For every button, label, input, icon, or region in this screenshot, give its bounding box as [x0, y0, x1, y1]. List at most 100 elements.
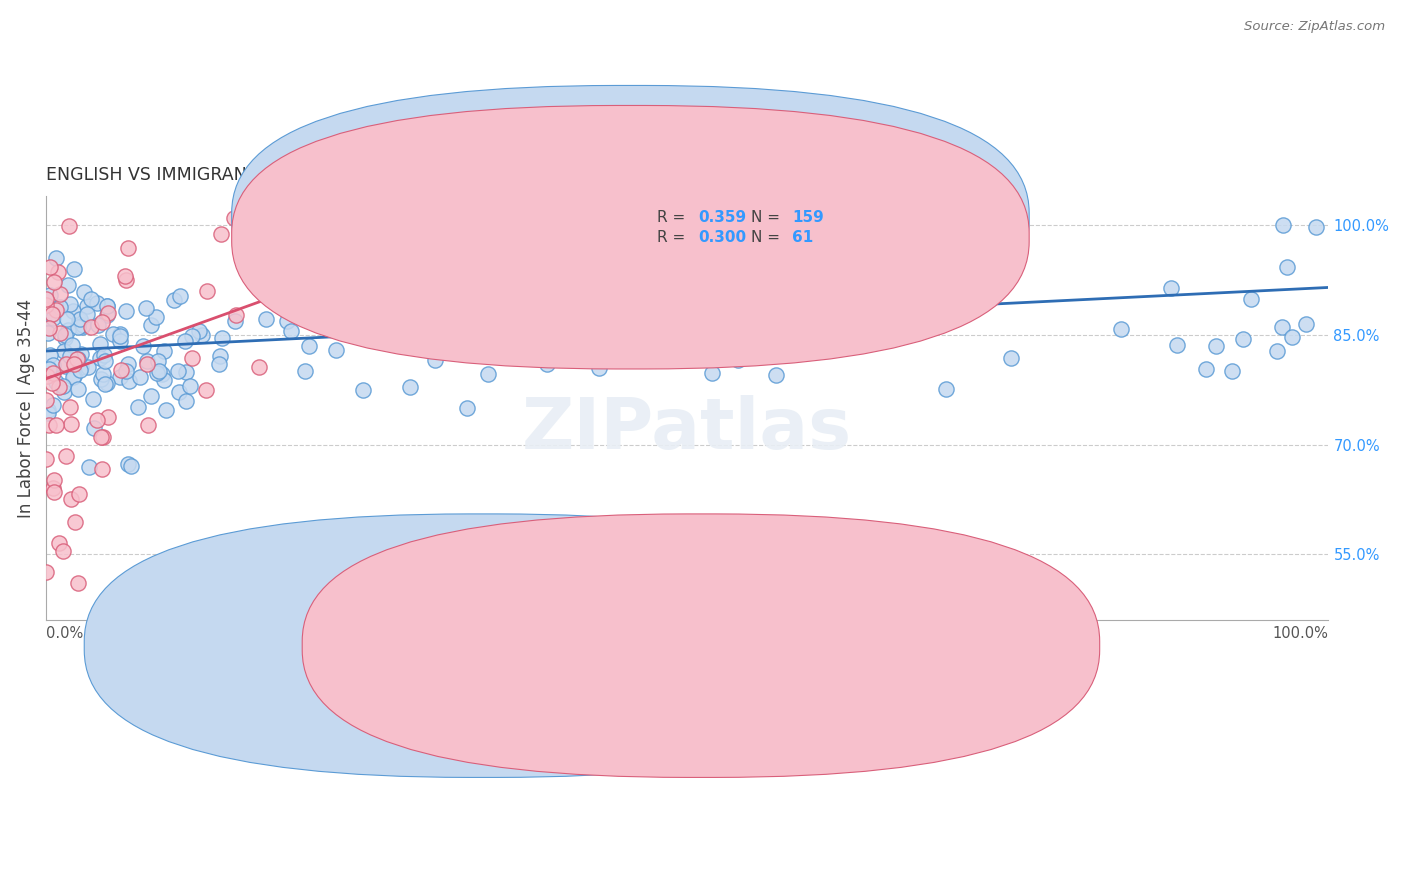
Point [1232, 332, 1254, 346]
Point [375, 211, 398, 225]
Point [600, 314, 623, 328]
Point [37, 310, 59, 325]
Point [155, 403, 177, 417]
Point [117, 457, 139, 471]
Point [716, 351, 738, 365]
Point [60, 492, 83, 507]
Point [1166, 338, 1188, 352]
Point [83, 421, 105, 435]
Point [48, 536, 70, 550]
Point [167, 384, 190, 399]
Point [69, 363, 91, 377]
Point [162, 293, 184, 307]
Point [863, 268, 886, 283]
Point [96, 308, 118, 322]
Point [529, 325, 551, 339]
Point [135, 354, 157, 368]
Point [225, 308, 247, 322]
Point [443, 332, 465, 346]
Point [187, 324, 209, 338]
Point [93, 430, 115, 444]
Point [477, 368, 499, 382]
Point [38, 348, 60, 362]
Point [859, 290, 882, 304]
Point [174, 365, 197, 379]
Point [118, 374, 141, 388]
Point [37, 359, 59, 374]
Point [723, 299, 745, 313]
Point [308, 281, 330, 295]
Point [398, 380, 420, 394]
Point [45, 417, 67, 432]
FancyBboxPatch shape [302, 514, 1099, 778]
Point [1240, 292, 1263, 306]
Point [44, 276, 66, 290]
Point [181, 329, 204, 343]
Point [38, 362, 60, 376]
Point [110, 370, 132, 384]
Text: 159: 159 [792, 210, 824, 225]
Point [46, 265, 69, 279]
Point [42, 473, 65, 487]
FancyBboxPatch shape [84, 514, 882, 778]
Point [575, 277, 598, 292]
Point [110, 329, 132, 343]
Point [42, 366, 65, 380]
Point [62, 369, 84, 384]
Point [35, 392, 58, 407]
Text: ZIPatlas: ZIPatlas [522, 394, 852, 464]
Point [312, 272, 335, 286]
Point [1160, 281, 1182, 295]
Point [97, 410, 120, 425]
Point [114, 268, 136, 283]
Point [49, 326, 72, 340]
Point [1205, 339, 1227, 353]
Point [42, 311, 65, 326]
Text: Immigrants from Czechoslovakia: Immigrants from Czechoslovakia [723, 638, 974, 653]
Point [110, 363, 132, 377]
Point [45, 375, 67, 389]
Point [117, 357, 139, 371]
Text: English: English [505, 638, 560, 653]
Point [59, 297, 82, 311]
Point [86, 413, 108, 427]
Point [890, 291, 912, 305]
Point [280, 325, 302, 339]
Point [66, 351, 89, 366]
Point [97, 306, 120, 320]
Point [90, 462, 112, 476]
Text: R =: R = [658, 210, 690, 225]
Point [37, 402, 59, 417]
Point [55, 330, 77, 344]
Point [727, 353, 749, 368]
Point [222, 211, 245, 225]
Point [141, 318, 163, 332]
Point [294, 364, 316, 378]
Point [110, 326, 132, 341]
Point [66, 576, 89, 591]
Point [1275, 260, 1298, 274]
Point [325, 343, 347, 357]
Point [224, 314, 246, 328]
Text: N =: N = [751, 230, 785, 244]
Point [38, 320, 60, 334]
Point [191, 328, 214, 343]
Point [66, 383, 89, 397]
Point [89, 351, 111, 366]
Point [713, 324, 735, 338]
Point [72, 318, 94, 332]
Point [45, 303, 67, 318]
Point [384, 318, 406, 332]
Point [129, 370, 152, 384]
Point [69, 311, 91, 326]
Point [37, 326, 59, 340]
Point [77, 359, 100, 374]
Point [702, 299, 724, 313]
Point [1271, 319, 1294, 334]
Point [821, 316, 844, 330]
Point [148, 364, 170, 378]
Point [146, 366, 169, 380]
Point [62, 357, 84, 371]
Point [76, 307, 98, 321]
Text: 100.0%: 100.0% [1272, 625, 1327, 640]
